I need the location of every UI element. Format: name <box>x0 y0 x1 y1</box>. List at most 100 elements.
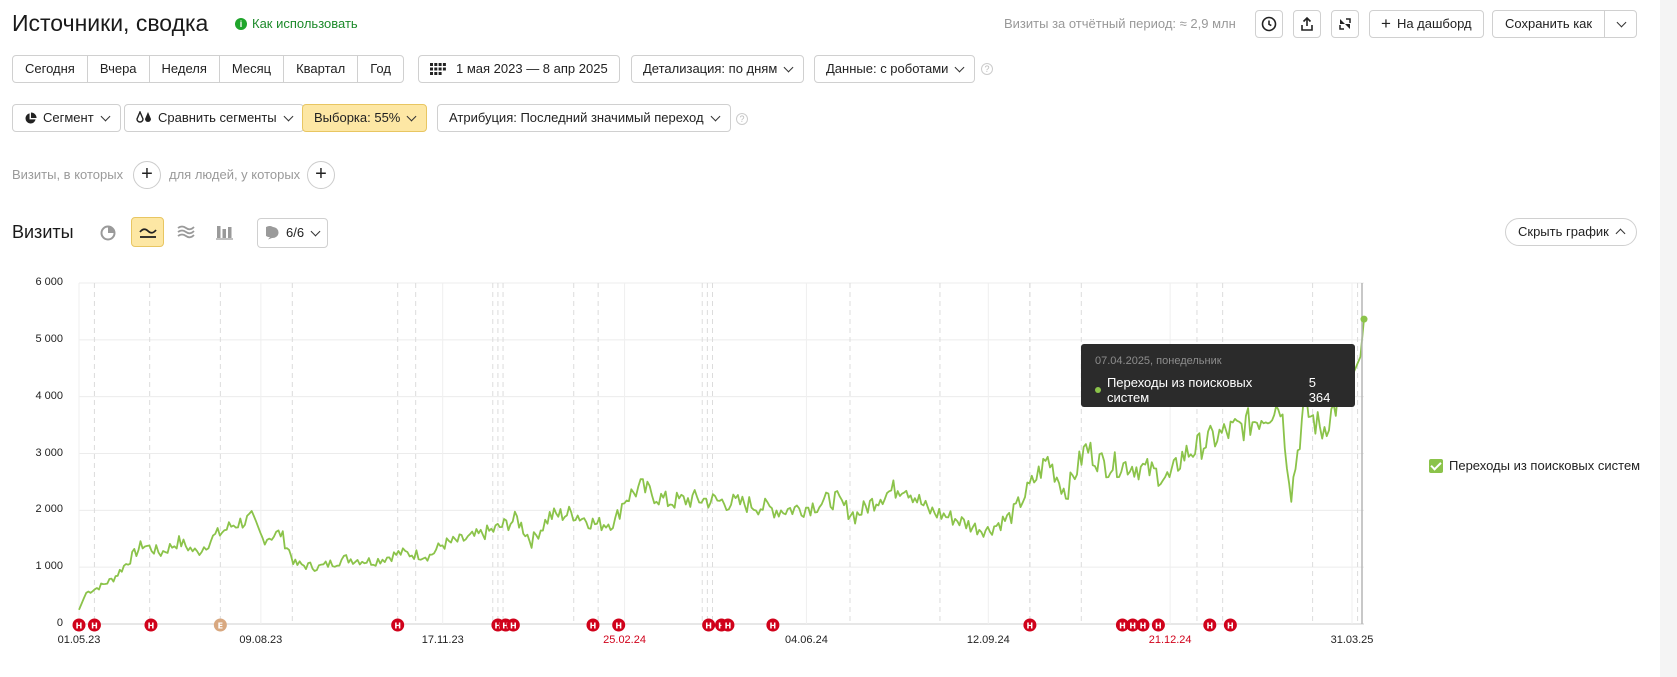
note-marker[interactable] <box>87 618 101 632</box>
stacked-area-icon <box>177 225 195 239</box>
series-line[interactable] <box>78 319 1365 611</box>
people-filter-label: для людей, у которых <box>169 167 301 182</box>
data-dropdown[interactable]: Данные: с роботами <box>814 55 976 83</box>
note-marker[interactable] <box>1223 618 1237 632</box>
swap-button[interactable] <box>1331 10 1359 38</box>
pie-icon <box>25 111 37 124</box>
note-marker[interactable] <box>506 618 520 632</box>
hide-chart-button[interactable]: Скрыть график <box>1505 218 1637 246</box>
x-tick-label: 01.05.23 <box>57 634 101 646</box>
note-marker-label: Н <box>1129 622 1136 631</box>
highlight-point[interactable] <box>1360 315 1368 323</box>
note-marker[interactable] <box>391 618 405 632</box>
x-tick-label: 04.06.24 <box>785 634 828 646</box>
chart-section-title: Визиты <box>12 222 74 242</box>
note-marker-label: Н <box>148 622 155 631</box>
chart-tooltip: 07.04.2025, понедельник Переходы из поис… <box>1081 344 1355 407</box>
tab-month[interactable]: Месяц <box>220 56 285 82</box>
note-marker-label: Н <box>394 622 401 631</box>
pie-chart-type-button[interactable] <box>99 224 117 247</box>
note-marker[interactable] <box>1115 618 1129 632</box>
segment-dropdown[interactable]: Сегмент <box>12 104 121 132</box>
compare-label: Сравнить сегменты <box>158 110 277 125</box>
note-marker[interactable] <box>702 618 716 632</box>
line-chart-type-button[interactable] <box>131 217 164 247</box>
tab-quarter[interactable]: Квартал <box>284 56 359 82</box>
tooltip-row: Переходы из поисковых систем 5 364 <box>1095 375 1341 405</box>
tab-yesterday[interactable]: Вчера <box>88 56 150 82</box>
note-marker[interactable] <box>1203 618 1217 632</box>
info-icon: i <box>235 17 247 30</box>
swap-icon <box>1339 18 1351 30</box>
note-marker-label: Н <box>510 622 517 631</box>
note-marker[interactable] <box>721 618 735 632</box>
bar-chart-type-button[interactable] <box>216 224 233 245</box>
dashboard-label: На дашборд <box>1396 16 1472 31</box>
tooltip-series: Переходы из поисковых систем <box>1106 375 1253 405</box>
note-marker-label: Н <box>705 622 712 631</box>
note-marker-label: Н <box>1119 622 1126 631</box>
save-as-button[interactable]: Сохранить как <box>1493 11 1606 37</box>
note-marker-label: Н <box>502 622 509 631</box>
note-marker[interactable] <box>1136 618 1150 632</box>
segment-label: Сегмент <box>43 110 94 125</box>
tab-year[interactable]: Год <box>370 61 391 76</box>
history-button[interactable] <box>1255 10 1283 38</box>
note-marker[interactable] <box>1126 618 1140 632</box>
y-tick-label: 3 000 <box>35 446 63 459</box>
hide-chart-label: Скрыть график <box>1518 224 1609 239</box>
note-marker[interactable] <box>144 618 158 632</box>
note-marker[interactable] <box>72 618 86 632</box>
compare-segments-dropdown[interactable]: Сравнить сегменты <box>124 104 304 132</box>
detail-dropdown[interactable]: Детализация: по дням <box>631 55 805 83</box>
notes-count: 6/6 <box>286 225 305 240</box>
export-button[interactable] <box>1293 10 1321 38</box>
note-marker-label: Н <box>1155 622 1162 631</box>
x-tick-label: 31.03.25 <box>1330 634 1374 646</box>
page-scrollbar[interactable] <box>1660 0 1677 677</box>
pie-chart-icon <box>100 225 116 241</box>
y-tick-label: 4 000 <box>35 389 63 402</box>
note-marker-label: E <box>218 622 223 631</box>
plus-icon: + <box>1381 14 1391 33</box>
note-marker-label: Н <box>770 622 777 631</box>
note-marker-label: Н <box>495 622 502 631</box>
comment-icon <box>266 226 279 240</box>
note-marker[interactable] <box>213 618 227 632</box>
notes-dropdown[interactable]: 6/6 <box>257 218 329 248</box>
note-marker-label: Н <box>725 622 732 631</box>
note-marker-label: Н <box>1227 622 1234 631</box>
help-icon[interactable]: ? <box>981 63 993 75</box>
date-range-picker[interactable]: 1 мая 2023 — 8 апр 2025 <box>418 55 620 83</box>
y-tick-label: 0 <box>56 617 63 629</box>
checkbox-icon[interactable] <box>1429 458 1443 473</box>
sample-dropdown[interactable]: Выборка: 55% <box>302 104 428 132</box>
x-tick-label: 21.12.24 <box>1148 634 1192 646</box>
note-marker[interactable] <box>766 618 780 632</box>
calendar-grid-icon <box>430 63 446 75</box>
attribution-dropdown[interactable]: Атрибуция: Последний значимый переход <box>437 104 731 132</box>
note-marker[interactable] <box>1151 618 1165 632</box>
note-marker[interactable] <box>586 618 600 632</box>
detail-label: Детализация: по дням <box>643 61 778 76</box>
note-marker-label: Н <box>1140 622 1147 631</box>
date-range-label: 1 мая 2023 — 8 апр 2025 <box>456 61 608 76</box>
page-title: Источники, сводка <box>12 10 209 36</box>
howto-link[interactable]: i Как использовать <box>235 16 358 31</box>
add-to-dashboard-button[interactable]: + На дашборд <box>1369 10 1484 38</box>
compare-icon <box>136 111 151 123</box>
help-icon[interactable]: ? <box>736 113 748 125</box>
tab-today[interactable]: Сегодня <box>13 56 88 82</box>
tab-week[interactable]: Неделя <box>150 56 220 82</box>
note-marker[interactable] <box>612 618 626 632</box>
add-people-filter-button[interactable]: + <box>307 161 335 189</box>
legend-item[interactable]: Переходы из поисковых систем <box>1429 458 1640 473</box>
note-marker-label: Н <box>718 622 725 631</box>
add-visit-filter-button[interactable]: + <box>133 161 161 189</box>
area-chart-type-button[interactable] <box>177 224 195 245</box>
y-tick-label: 2 000 <box>35 503 63 516</box>
tooltip-value: 5 364 <box>1308 375 1331 405</box>
note-marker[interactable] <box>1023 618 1037 632</box>
x-tick-label: 17.11.23 <box>421 634 464 646</box>
